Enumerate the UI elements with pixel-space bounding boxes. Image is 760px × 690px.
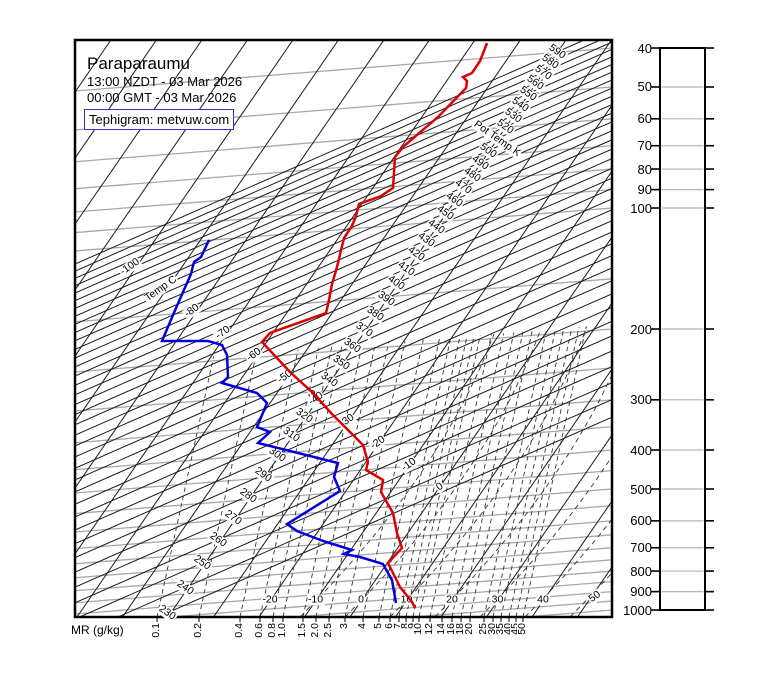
tephigram-grid	[73, 38, 714, 622]
tephigram-page: Paraparaumu 13:00 NZDT - 03 Mar 2026 00:…	[71, 38, 714, 638]
